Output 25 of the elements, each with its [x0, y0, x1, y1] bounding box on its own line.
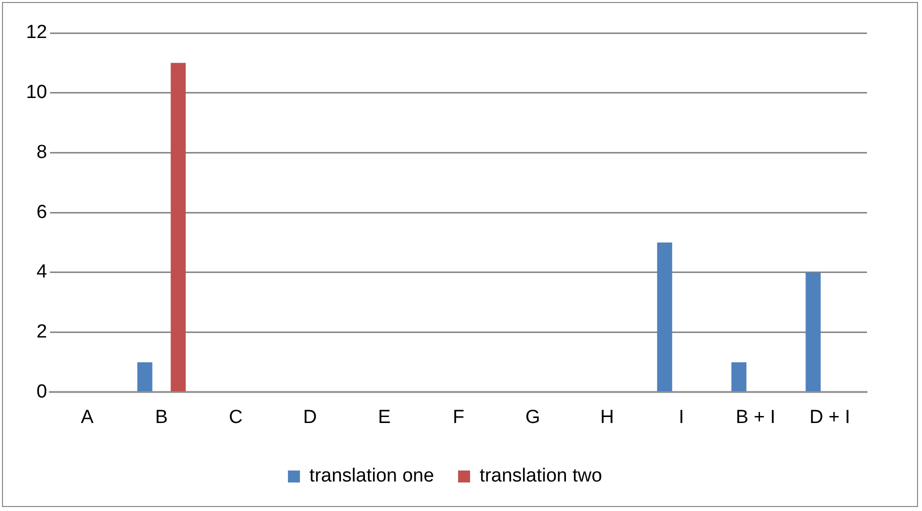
y-tick-label: 6: [36, 202, 48, 223]
x-tick-label: C: [228, 406, 243, 428]
legend-label: translation one: [309, 466, 434, 487]
x-tick-label: B: [155, 406, 168, 428]
x-tick-label: F: [452, 406, 464, 428]
x-tick-label: E: [378, 406, 391, 428]
x-tick-label: D: [303, 406, 317, 428]
y-tick-label: 10: [26, 82, 48, 104]
bar: [170, 62, 186, 392]
y-tick-label: 2: [36, 322, 48, 343]
y-tick-label: 8: [36, 142, 48, 163]
y-tick-label: 12: [26, 22, 48, 44]
y-tick-label: 4: [36, 262, 48, 283]
x-tick-label: I: [678, 406, 684, 428]
bar: [806, 272, 821, 392]
y-tick-label: 0: [36, 381, 48, 402]
bar: [731, 362, 746, 392]
x-tick-label: B + I: [736, 406, 776, 428]
x-tick-label: H: [600, 406, 614, 428]
bar: [137, 362, 152, 392]
x-tick-label: D + I: [810, 406, 850, 428]
legend-label: translation two: [480, 466, 602, 487]
x-tick-label: G: [525, 406, 540, 428]
bar: [657, 242, 672, 392]
x-tick-label: A: [80, 406, 94, 428]
